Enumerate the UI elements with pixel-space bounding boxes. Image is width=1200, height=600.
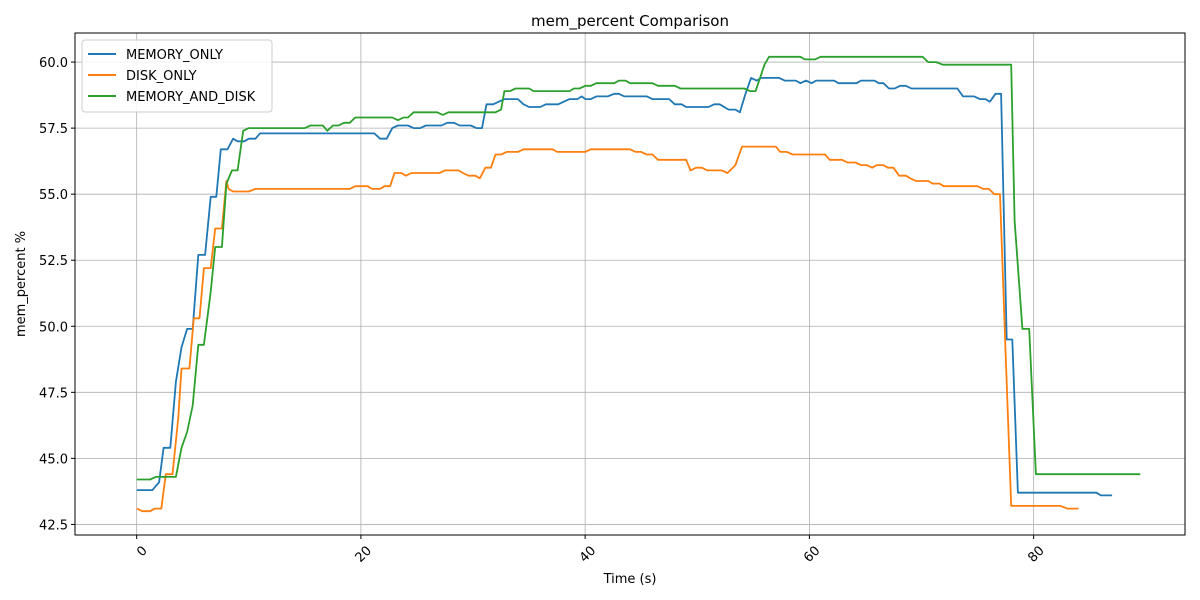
y-tick-label: 60.0 (39, 56, 68, 71)
x-axis-label: Time (s) (603, 572, 657, 587)
legend-label: DISK_ONLY (126, 69, 197, 84)
legend-box (81, 39, 273, 113)
y-tick-label: 55.0 (39, 188, 68, 203)
y-tick-label: 50.0 (39, 320, 68, 335)
series-line-disk-only (136, 145, 1079, 513)
y-axis-ticks: 42.5 45.0 47.5 50.0 52.5 55.0 57.5 60.0 (39, 56, 75, 533)
legend: MEMORY_ONLY DISK_ONLY MEMORY_AND_DISK (81, 39, 273, 113)
y-axis-label: mem_percent % (14, 231, 29, 337)
y-tick-label: 42.5 (39, 518, 68, 533)
y-tick-label: 45.0 (39, 452, 68, 467)
series-group (136, 55, 1141, 513)
series-line-memory-and-disk (136, 55, 1141, 481)
chart-title: mem_percent Comparison (531, 12, 729, 31)
series-line-memory-only (136, 77, 1113, 497)
legend-label: MEMORY_AND_DISK (126, 90, 256, 105)
plot-frame (74, 32, 1186, 536)
legend-label: MEMORY_ONLY (126, 48, 223, 63)
y-tick-label: 52.5 (39, 254, 68, 269)
y-tick-label: 47.5 (39, 386, 68, 401)
y-tick-label: 57.5 (39, 122, 68, 137)
